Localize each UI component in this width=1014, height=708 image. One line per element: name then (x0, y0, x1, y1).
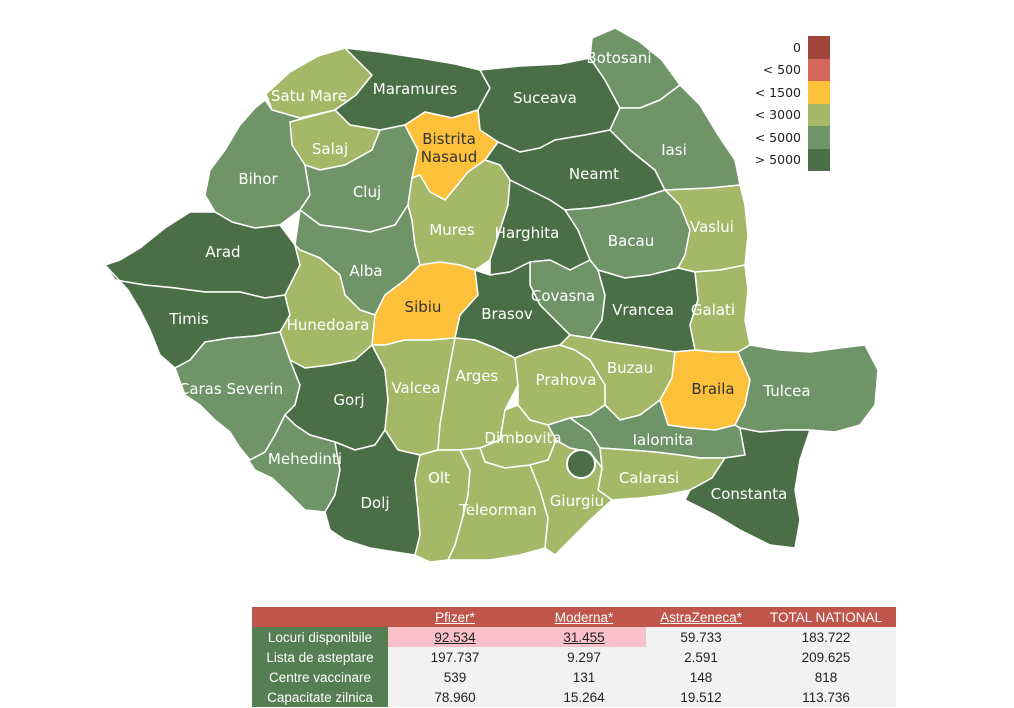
legend-swatch (808, 58, 830, 81)
row-label: Centre vaccinare (252, 667, 388, 687)
table-row: Lista de asteptare 197.737 9.297 2.591 2… (252, 647, 896, 667)
county-ilfov[interactable] (547, 417, 603, 469)
county-iasi[interactable] (609, 84, 741, 191)
table-header-row: Pfizer* Moderna* AstraZeneca* TOTAL NATI… (252, 607, 896, 627)
header-pfizer-link[interactable]: Pfizer* (388, 607, 522, 627)
table-cell: 209.625 (756, 647, 896, 667)
table-row: Locuri disponibile 92.534 31.455 59.733 … (252, 627, 896, 647)
header-astrazeneca-link[interactable]: AstraZeneca* (646, 607, 756, 627)
header-total-national: TOTAL NATIONAL (756, 607, 896, 627)
legend-item: < 1500 (740, 81, 830, 104)
legend-swatch (808, 103, 830, 126)
table-cell: 131 (522, 667, 646, 687)
table-cell: 197.737 (388, 647, 522, 667)
legend-swatch (808, 148, 830, 171)
legend-label: < 1500 (754, 84, 801, 100)
table-cell: 148 (646, 667, 756, 687)
legend-item: > 5000 (740, 148, 830, 171)
bucuresti-marker[interactable] (566, 449, 596, 479)
header-moderna-link[interactable]: Moderna* (522, 607, 646, 627)
row-label: Lista de asteptare (252, 647, 388, 667)
county-bihor[interactable] (204, 99, 311, 229)
legend-swatch (808, 36, 830, 59)
row-label: Locuri disponibile (252, 627, 388, 647)
table-cell: 539 (388, 667, 522, 687)
table-header-corner (252, 607, 388, 627)
county-tulcea[interactable] (734, 344, 879, 433)
county-braila[interactable] (659, 349, 751, 431)
table-cell: 19.512 (646, 687, 756, 707)
legend-label: < 3000 (754, 107, 801, 123)
legend-label: 0 (793, 39, 801, 55)
table-row: Centre vaccinare 539 131 148 818 (252, 667, 896, 687)
county-teleorman[interactable] (447, 447, 549, 561)
vaccination-stats-table: Pfizer* Moderna* AstraZeneca* TOTAL NATI… (252, 607, 896, 707)
county-vrancea[interactable] (589, 267, 699, 353)
legend-item: 0 (740, 36, 830, 59)
map-legend: 0 < 500 < 1500 < 3000 < 5000 > 5000 (740, 36, 830, 171)
moderna-available-link[interactable]: 31.455 (522, 627, 646, 647)
legend-item: < 3000 (740, 103, 830, 126)
legend-label: < 500 (762, 62, 801, 78)
legend-swatch (808, 81, 830, 104)
table-cell: 15.264 (522, 687, 646, 707)
table-cell: 183.722 (756, 627, 896, 647)
legend-label: > 5000 (754, 152, 801, 168)
table-row: Capacitate zilnica 78.960 15.264 19.512 … (252, 687, 896, 707)
county-constanta[interactable] (684, 427, 811, 549)
legend-swatch (808, 126, 830, 149)
row-label: Capacitate zilnica (252, 687, 388, 707)
pfizer-available-link[interactable]: 92.534 (388, 627, 522, 647)
legend-label: < 5000 (754, 129, 801, 145)
table-cell: 113.736 (756, 687, 896, 707)
county-galati[interactable] (689, 264, 751, 353)
table-cell: 818 (756, 667, 896, 687)
table-cell: 9.297 (522, 647, 646, 667)
table-cell: 78.960 (388, 687, 522, 707)
table-cell: 59.733 (646, 627, 756, 647)
romania-vaccination-map: Satu Mare Maramures Suceava Botosani Bih… (104, 27, 879, 563)
legend-item: < 500 (740, 58, 830, 81)
table-cell: 2.591 (646, 647, 756, 667)
legend-item: < 5000 (740, 126, 830, 149)
